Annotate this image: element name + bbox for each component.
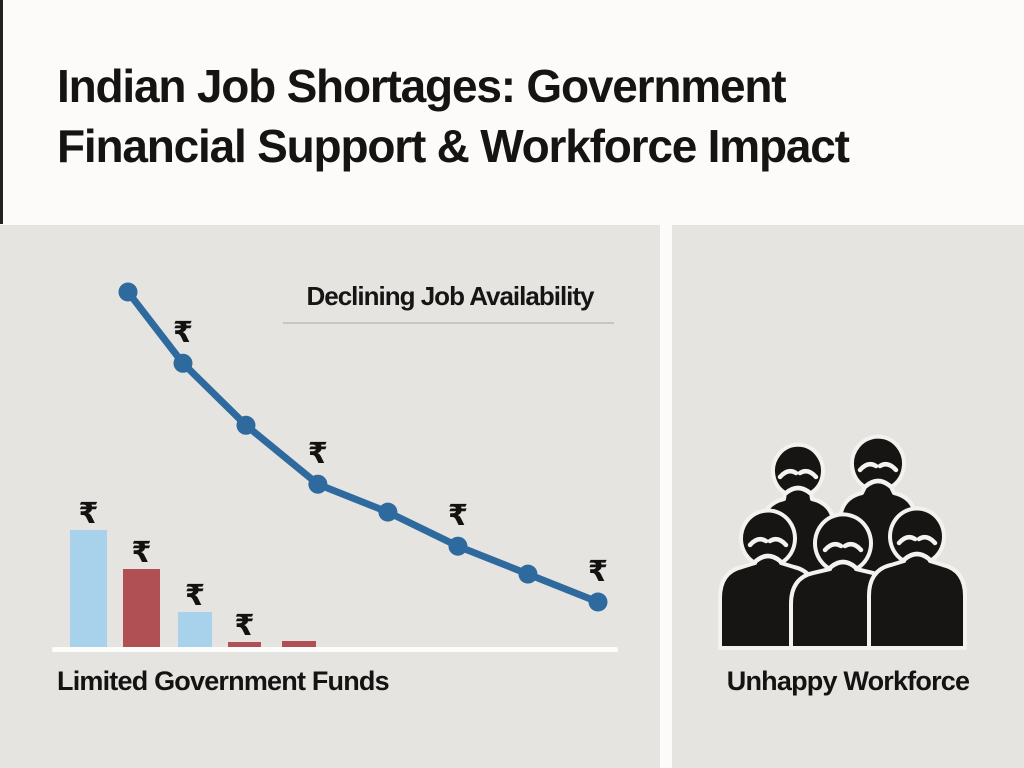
- sad-eye-icon: [747, 536, 769, 548]
- declining-line: [124, 288, 602, 606]
- line-point: [173, 353, 193, 373]
- rupee-point-label: ₹: [172, 315, 194, 350]
- sad-eye-icon: [822, 541, 844, 553]
- rupee-point-label: ₹: [307, 436, 328, 471]
- sad-eye-icon: [896, 534, 918, 546]
- panel-unhappy-workforce: Unhappy Workforce: [672, 225, 1024, 768]
- sad-eye-icon: [877, 461, 899, 473]
- funds-bar-bar-3: [178, 612, 212, 647]
- line-point: [518, 564, 538, 584]
- right-panel-caption: Unhappy Workforce: [726, 666, 970, 696]
- unhappy-person-icon: [867, 506, 967, 650]
- line-point: [588, 592, 608, 612]
- page-title-line-2: Financial Support & Workforce Impact: [57, 120, 850, 172]
- left-edge-artifact: [0, 0, 3, 224]
- line-point: [118, 282, 138, 302]
- unhappy-people-group-icon: [718, 434, 967, 650]
- rupee-bar-label: ₹: [131, 535, 152, 569]
- declining-line-chart: [118, 282, 608, 612]
- frown-mouth-icon: [902, 551, 932, 562]
- sad-eye-icon: [842, 541, 864, 553]
- page-title: Indian Job Shortages: Government Financi…: [57, 56, 997, 176]
- frown-mouth-icon: [863, 478, 893, 489]
- rupee-bar-label: ₹: [78, 496, 99, 530]
- sad-eye-icon: [797, 468, 819, 480]
- line-point: [378, 502, 398, 522]
- chart-title-underline: [283, 322, 614, 324]
- frown-mouth-icon: [753, 553, 783, 564]
- frown-mouth-icon: [783, 485, 813, 496]
- panel-job-availability: Declining Job Availability Limited Gover…: [0, 225, 660, 768]
- frown-mouth-icon: [828, 559, 858, 570]
- title-band: Indian Job Shortages: Government Financi…: [0, 0, 1024, 225]
- page-title-line-1: Indian Job Shortages: Government: [57, 60, 787, 112]
- rupee-point-label: ₹: [587, 554, 609, 588]
- rupee-point-label: ₹: [447, 498, 469, 533]
- rupee-bar-label: ₹: [184, 578, 206, 612]
- left-panel-caption: Limited Government Funds: [57, 666, 390, 696]
- rupee-bar-label: ₹: [234, 608, 255, 642]
- funds-bar-bar-4: [228, 642, 261, 647]
- line-point: [448, 536, 468, 556]
- sad-eye-icon: [916, 534, 938, 546]
- sad-eye-icon: [777, 468, 799, 480]
- funds-bar-bar-1: [70, 530, 107, 647]
- sad-eye-icon: [857, 461, 879, 473]
- bar-chart-baseline: [52, 647, 618, 652]
- line-point: [236, 415, 256, 435]
- line-point: [308, 474, 328, 494]
- funds-bar-bar-2: [123, 569, 160, 647]
- funds-bar-bar-5: [282, 641, 316, 647]
- sad-eye-icon: [767, 536, 789, 548]
- chart-title: Declining Job Availability: [306, 281, 594, 311]
